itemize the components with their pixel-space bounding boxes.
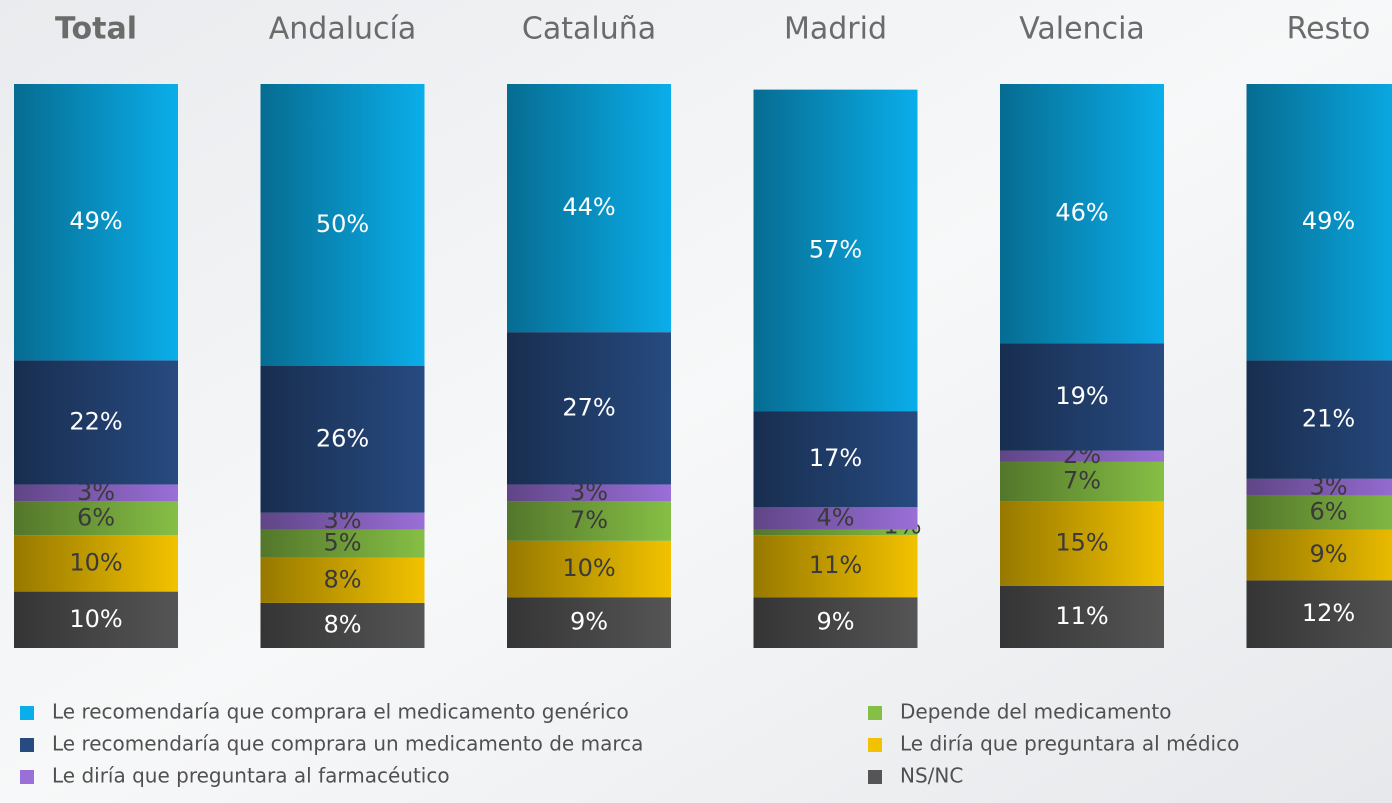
bar-shade bbox=[1246, 478, 1392, 496]
bar-shade bbox=[753, 411, 918, 507]
bar-shade bbox=[507, 501, 671, 541]
bar-shade bbox=[260, 557, 425, 603]
bar-shade bbox=[753, 89, 918, 412]
bar-shade bbox=[14, 501, 178, 536]
bar-shade bbox=[1000, 501, 1164, 586]
data-label: 10% bbox=[69, 605, 122, 633]
legend-label: Le recomendaría que comprara el medicame… bbox=[52, 700, 629, 724]
data-label: 9% bbox=[816, 608, 854, 636]
data-label: 7% bbox=[570, 506, 608, 534]
legend-label: Le recomendaría que comprara un medicame… bbox=[52, 732, 643, 756]
legend-label: Le diría que preguntara al médico bbox=[900, 732, 1239, 756]
legend-label: Le diría que preguntara al farmacéutico bbox=[52, 764, 450, 788]
bar-shade bbox=[507, 84, 671, 333]
bar-shade bbox=[14, 591, 178, 648]
bar-shade bbox=[260, 512, 425, 530]
bar-shade bbox=[1246, 84, 1392, 361]
data-label: 5% bbox=[323, 529, 361, 557]
bar-shade bbox=[260, 602, 425, 648]
bar-shade bbox=[1000, 84, 1164, 344]
bar-shade bbox=[1000, 450, 1164, 462]
data-label: 6% bbox=[77, 503, 115, 531]
bar-shade bbox=[753, 529, 918, 536]
data-label: 27% bbox=[562, 393, 615, 421]
category-label: Total bbox=[55, 12, 137, 47]
bar-shade bbox=[1000, 461, 1164, 502]
legend-swatch bbox=[20, 706, 34, 720]
data-label: 10% bbox=[69, 548, 122, 576]
data-label: 19% bbox=[1055, 382, 1108, 410]
bar-shade bbox=[753, 597, 918, 648]
data-label: 12% bbox=[1302, 599, 1355, 627]
category-label: Andalucía bbox=[269, 12, 417, 47]
bar-shade bbox=[1246, 529, 1392, 581]
data-label: 11% bbox=[1055, 602, 1108, 630]
bar-shade bbox=[260, 84, 425, 366]
bar-shade bbox=[1000, 343, 1164, 451]
data-label: 9% bbox=[1309, 540, 1347, 568]
bar-shade bbox=[260, 366, 425, 513]
data-label: 49% bbox=[1302, 207, 1355, 235]
legend-swatch bbox=[868, 770, 882, 784]
data-label: 46% bbox=[1055, 199, 1108, 227]
data-label: 4% bbox=[816, 503, 854, 531]
data-label: 8% bbox=[323, 565, 361, 593]
legend-swatch bbox=[20, 770, 34, 784]
bar-shade bbox=[260, 529, 425, 558]
category-label: Cataluña bbox=[522, 12, 656, 47]
legend-swatch bbox=[20, 738, 34, 752]
data-label: 49% bbox=[69, 207, 122, 235]
data-label: 22% bbox=[69, 407, 122, 435]
bar-shade bbox=[507, 597, 671, 648]
bar-shade bbox=[1246, 360, 1392, 479]
bar-shade bbox=[1246, 495, 1392, 530]
legend-label: NS/NC bbox=[900, 764, 963, 788]
data-label: 44% bbox=[562, 193, 615, 221]
data-label: 9% bbox=[570, 608, 608, 636]
bar-shade bbox=[14, 360, 178, 485]
bar-shade bbox=[753, 507, 918, 530]
data-label: 11% bbox=[809, 551, 862, 579]
data-label: 21% bbox=[1302, 405, 1355, 433]
bar-shade bbox=[1000, 585, 1164, 648]
bar-shade bbox=[14, 84, 178, 361]
category-label: Madrid bbox=[784, 12, 887, 47]
data-label: 57% bbox=[809, 235, 862, 263]
legend-swatch bbox=[868, 738, 882, 752]
data-label: 26% bbox=[316, 424, 369, 452]
data-label: 6% bbox=[1309, 498, 1347, 526]
data-label: 8% bbox=[323, 610, 361, 638]
category-label: Resto bbox=[1287, 12, 1371, 47]
bar-shade bbox=[507, 484, 671, 502]
data-label: 50% bbox=[316, 210, 369, 238]
bar-shade bbox=[14, 484, 178, 502]
data-label: 15% bbox=[1055, 529, 1108, 557]
data-label: 10% bbox=[562, 554, 615, 582]
bar-shade bbox=[753, 535, 918, 598]
bar-shade bbox=[14, 535, 178, 592]
data-label: 7% bbox=[1063, 467, 1101, 495]
legend-label: Depende del medicamento bbox=[900, 700, 1171, 724]
legend-swatch bbox=[868, 706, 882, 720]
plot: Total10%10%6%3%22%49%Andalucía8%8%5%3%26… bbox=[14, 12, 1392, 788]
data-label: 17% bbox=[809, 444, 862, 472]
bar-shade bbox=[507, 540, 671, 598]
category-label: Valencia bbox=[1019, 12, 1145, 47]
bar-shade bbox=[1246, 580, 1392, 648]
bar-shade bbox=[507, 332, 671, 485]
